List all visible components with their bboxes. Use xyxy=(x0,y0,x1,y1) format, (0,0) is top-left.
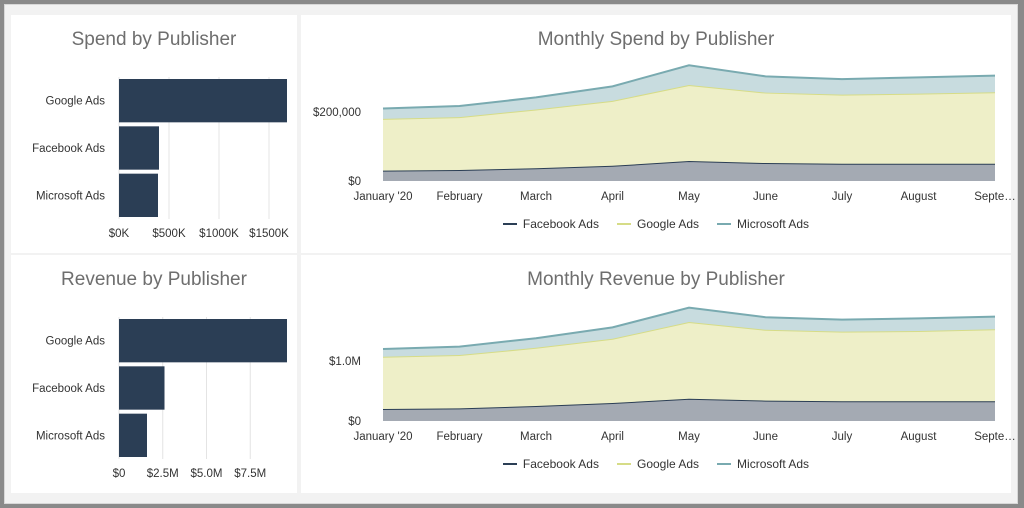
bar xyxy=(119,366,165,410)
bar xyxy=(119,319,287,363)
y-tick-label: $0 xyxy=(348,176,361,188)
x-tick-label: January '20 xyxy=(353,431,412,443)
x-tick-label: $500K xyxy=(152,228,186,240)
legend-swatch xyxy=(502,223,517,225)
legend-label: Microsoft Ads xyxy=(737,457,810,471)
x-tick-label: May xyxy=(678,191,700,203)
area-fill xyxy=(383,398,995,421)
x-tick-label: August xyxy=(901,431,938,443)
area-fill xyxy=(383,160,995,181)
legend-label: Microsoft Ads xyxy=(737,217,810,231)
monthly-revenue-panel: Monthly Revenue by Publisher $0 $1.0M Janu… xyxy=(301,255,1016,493)
chart-legend: Facebook Ads Google Ads Microsoft Ads xyxy=(301,217,1011,231)
bar xyxy=(119,79,287,123)
legend-swatch xyxy=(502,463,517,465)
chart-legend: Facebook Ads Google Ads Microsoft Ads xyxy=(301,457,1011,471)
legend-item[interactable]: Google Ads xyxy=(616,457,700,471)
x-tick-label: $5.0M xyxy=(191,468,223,480)
legend-item[interactable]: Microsoft Ads xyxy=(717,217,809,231)
y-tick-label: $1.0M xyxy=(329,356,361,368)
x-tick-label: August xyxy=(901,191,938,203)
x-tick-label: $0 xyxy=(113,468,126,480)
legend-swatch xyxy=(616,463,631,465)
bar xyxy=(119,126,159,170)
legend-label: Facebook Ads xyxy=(522,457,599,471)
revenue-bar-chart: $0 $2.5M $5.0M $7.5M Google Ads Facebook Ads M… xyxy=(32,317,287,480)
x-tick-label: Septe… xyxy=(974,431,1016,443)
series-line xyxy=(382,306,996,350)
category-label: Facebook Ads xyxy=(32,383,105,395)
spend-by-publisher-panel: Spend by Publisher $0K $500K $1000K $1500K G… xyxy=(11,15,297,253)
category-label: Microsoft Ads xyxy=(36,430,105,442)
x-tick-label: April xyxy=(601,431,624,443)
revenue-area-chart: $0 $1.0M January '20 February March April May J… xyxy=(329,306,1016,443)
category-label: Google Ads xyxy=(46,336,106,348)
area-fill xyxy=(383,322,995,409)
spend-bar-chart: $0K $500K $1000K $1500K Google Ads Facebook A… xyxy=(32,77,289,240)
area-fill xyxy=(383,65,995,119)
bar xyxy=(119,413,147,457)
chart-title: Monthly Spend by Publisher xyxy=(537,29,775,50)
category-label: Facebook Ads xyxy=(32,143,105,155)
category-label: Google Ads xyxy=(46,96,106,108)
bar xyxy=(119,173,158,217)
x-tick-label: June xyxy=(753,191,778,203)
area-fill xyxy=(383,84,995,171)
x-tick-label: June xyxy=(753,431,778,443)
legend-swatch xyxy=(717,223,732,225)
x-tick-label: February xyxy=(436,431,482,443)
chart-title: Revenue by Publisher xyxy=(61,269,247,290)
legend-item[interactable]: Facebook Ads xyxy=(502,457,599,471)
spend-area-chart: $0 $200,000 January '20 February March April M… xyxy=(313,64,1016,203)
legend-label: Facebook Ads xyxy=(522,217,599,231)
x-tick-label: January '20 xyxy=(353,191,412,203)
x-tick-label: July xyxy=(832,431,853,443)
x-tick-label: $7.5M xyxy=(234,468,266,480)
legend-item[interactable]: Facebook Ads xyxy=(502,217,599,231)
revenue-by-publisher-panel: Revenue by Publisher $0 $2.5M $5.0M $7.5M Go… xyxy=(11,255,297,493)
legend-swatch xyxy=(717,463,732,465)
x-tick-label: $0K xyxy=(109,228,130,240)
y-tick-label: $200,000 xyxy=(313,107,361,119)
x-tick-label: $1500K xyxy=(249,228,289,240)
x-tick-label: May xyxy=(678,431,700,443)
chart-title: Spend by Publisher xyxy=(71,29,237,50)
x-tick-label: February xyxy=(436,191,482,203)
x-tick-label: July xyxy=(832,191,853,203)
x-tick-label: $1000K xyxy=(199,228,239,240)
x-tick-label: March xyxy=(520,191,552,203)
legend-swatch xyxy=(616,223,631,225)
chart-title: Monthly Revenue by Publisher xyxy=(527,269,785,290)
series-line xyxy=(382,64,996,110)
legend-label: Google Ads xyxy=(636,217,700,231)
x-tick-label: Septe… xyxy=(974,191,1016,203)
monthly-spend-panel: Monthly Spend by Publisher $0 $200,000 Jan… xyxy=(301,15,1016,253)
y-tick-label: $0 xyxy=(348,416,361,428)
legend-label: Google Ads xyxy=(636,457,700,471)
x-tick-label: April xyxy=(601,191,624,203)
category-label: Microsoft Ads xyxy=(36,190,105,202)
x-tick-label: March xyxy=(520,431,552,443)
legend-item[interactable]: Google Ads xyxy=(616,217,700,231)
legend-item[interactable]: Microsoft Ads xyxy=(717,457,809,471)
dashboard-frame: Spend by Publisher $0K $500K $1000K $1500K G… xyxy=(4,4,1018,504)
x-tick-label: $2.5M xyxy=(147,468,179,480)
